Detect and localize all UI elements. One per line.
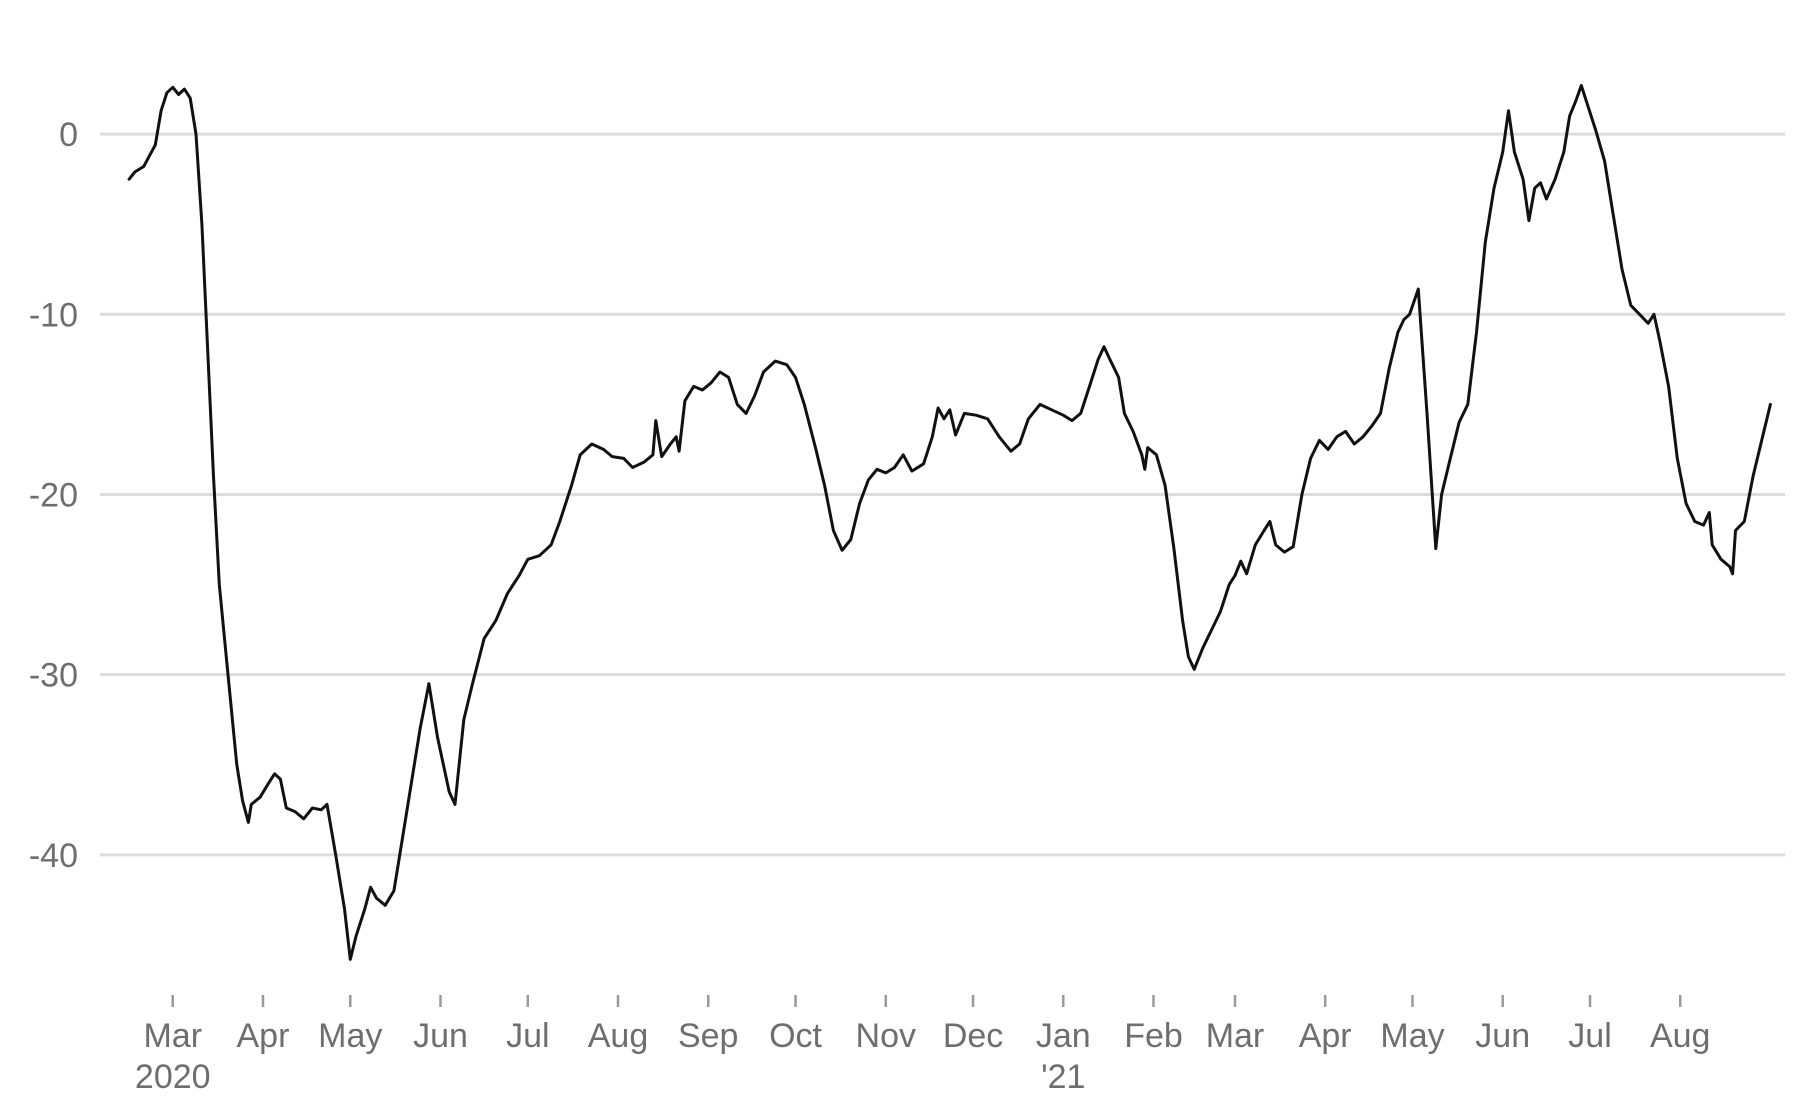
y-gridlines (100, 132, 1785, 857)
x-tick-label: Jun (1475, 1017, 1530, 1055)
x-tick-label: Aug (1650, 1017, 1711, 1055)
x-tick-label: Jul (1568, 1017, 1611, 1055)
x-tick-label: Aug (588, 1017, 649, 1055)
x-tick-label: Feb (1124, 1017, 1183, 1055)
x-tick-label: Dec (943, 1017, 1003, 1055)
x-tick-label: Apr (237, 1017, 290, 1055)
x-tick-label: Jan (1036, 1017, 1091, 1055)
x-tick-label: Sep (678, 1017, 739, 1055)
series-line (127, 84, 1772, 961)
y-axis-tick-labels: 0 -10 -20 -30 -40 (29, 116, 78, 875)
x-tick-label: Apr (1299, 1017, 1352, 1055)
x-tick-label: Jul (506, 1017, 549, 1055)
x-tick-label: Jun (413, 1017, 468, 1055)
x-tick-label: Mar (143, 1017, 202, 1055)
x-tick-label: May (1380, 1017, 1444, 1055)
x-tick-label: May (318, 1017, 382, 1055)
y-tick-label: -40 (29, 837, 78, 875)
series-layer (127, 84, 1772, 961)
x-tick-sublabel: 2020 (135, 1058, 211, 1096)
x-tick-label: Mar (1206, 1017, 1265, 1055)
x-tick-label: Oct (769, 1017, 822, 1055)
x-tick-label: Nov (856, 1017, 916, 1055)
x-tick-sublabel: '21 (1041, 1058, 1085, 1096)
y-tick-label: -10 (29, 296, 78, 334)
x-axis-ticks (171, 995, 1682, 1007)
y-tick-label: -30 (29, 657, 78, 695)
y-tick-label: 0 (59, 116, 78, 154)
y-tick-label: -20 (29, 476, 78, 514)
